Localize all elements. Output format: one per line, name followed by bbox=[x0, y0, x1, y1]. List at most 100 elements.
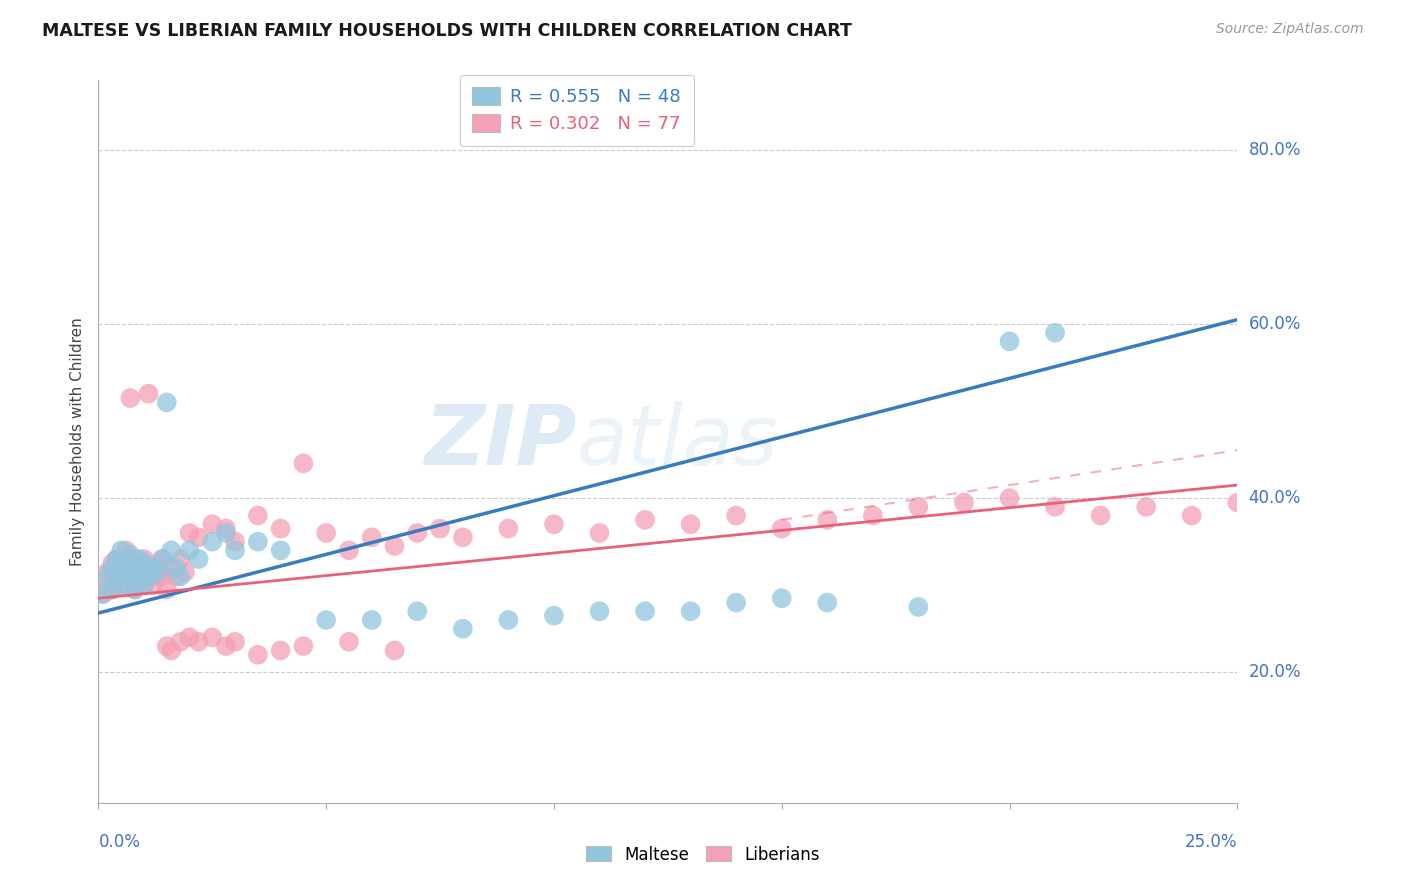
Point bbox=[770, 591, 793, 606]
Point bbox=[451, 530, 474, 544]
Point bbox=[543, 517, 565, 532]
Point bbox=[679, 517, 702, 532]
Point bbox=[120, 569, 142, 583]
Point bbox=[120, 548, 142, 562]
Point bbox=[1043, 326, 1066, 340]
Point bbox=[156, 582, 179, 597]
Point bbox=[179, 631, 201, 645]
Point bbox=[138, 565, 160, 579]
Point bbox=[187, 552, 209, 566]
Point bbox=[169, 634, 191, 648]
Point bbox=[91, 587, 114, 601]
Point bbox=[110, 578, 132, 592]
Text: 20.0%: 20.0% bbox=[1249, 664, 1301, 681]
Point bbox=[128, 552, 150, 566]
Text: 80.0%: 80.0% bbox=[1249, 141, 1301, 159]
Text: 25.0%: 25.0% bbox=[1185, 833, 1237, 851]
Point bbox=[138, 569, 160, 583]
Point bbox=[862, 508, 884, 523]
Point bbox=[150, 552, 173, 566]
Point bbox=[160, 643, 183, 657]
Point bbox=[360, 530, 382, 544]
Legend: Maltese, Liberians: Maltese, Liberians bbox=[579, 839, 827, 871]
Point bbox=[315, 613, 337, 627]
Point bbox=[169, 552, 191, 566]
Point bbox=[998, 491, 1021, 505]
Point bbox=[815, 513, 838, 527]
Point bbox=[315, 525, 337, 540]
Point bbox=[770, 522, 793, 536]
Point bbox=[124, 574, 146, 588]
Point bbox=[101, 557, 124, 571]
Point bbox=[270, 522, 292, 536]
Point bbox=[128, 565, 150, 579]
Point bbox=[132, 557, 155, 571]
Point bbox=[201, 517, 224, 532]
Point bbox=[105, 552, 128, 566]
Point bbox=[150, 552, 173, 566]
Point bbox=[96, 569, 118, 583]
Point bbox=[187, 634, 209, 648]
Point bbox=[384, 539, 406, 553]
Point bbox=[337, 543, 360, 558]
Point bbox=[634, 513, 657, 527]
Point bbox=[165, 569, 187, 583]
Point bbox=[224, 543, 246, 558]
Point bbox=[187, 530, 209, 544]
Point bbox=[120, 561, 142, 575]
Point bbox=[725, 596, 748, 610]
Point bbox=[96, 578, 118, 592]
Legend: R = 0.555   N = 48, R = 0.302   N = 77: R = 0.555 N = 48, R = 0.302 N = 77 bbox=[460, 75, 693, 146]
Point bbox=[588, 604, 610, 618]
Text: Source: ZipAtlas.com: Source: ZipAtlas.com bbox=[1216, 22, 1364, 37]
Point bbox=[114, 543, 136, 558]
Point bbox=[246, 534, 269, 549]
Point bbox=[543, 608, 565, 623]
Point bbox=[132, 552, 155, 566]
Point bbox=[270, 543, 292, 558]
Text: MALTESE VS LIBERIAN FAMILY HOUSEHOLDS WITH CHILDREN CORRELATION CHART: MALTESE VS LIBERIAN FAMILY HOUSEHOLDS WI… bbox=[42, 22, 852, 40]
Point bbox=[120, 391, 142, 405]
Text: 0.0%: 0.0% bbox=[98, 833, 141, 851]
Point bbox=[138, 386, 160, 401]
Point bbox=[169, 569, 191, 583]
Point bbox=[815, 596, 838, 610]
Point bbox=[429, 522, 451, 536]
Text: 40.0%: 40.0% bbox=[1249, 489, 1301, 508]
Point bbox=[101, 582, 124, 597]
Point bbox=[105, 552, 128, 566]
Point bbox=[160, 561, 183, 575]
Point bbox=[406, 525, 429, 540]
Point bbox=[224, 634, 246, 648]
Point bbox=[156, 639, 179, 653]
Point bbox=[588, 525, 610, 540]
Point bbox=[246, 508, 269, 523]
Point bbox=[360, 613, 382, 627]
Point bbox=[160, 543, 183, 558]
Point bbox=[679, 604, 702, 618]
Point bbox=[174, 565, 197, 579]
Point bbox=[142, 578, 165, 592]
Point bbox=[201, 631, 224, 645]
Point bbox=[1226, 495, 1249, 509]
Point bbox=[114, 578, 136, 592]
Point bbox=[150, 569, 173, 583]
Point bbox=[725, 508, 748, 523]
Point bbox=[132, 578, 155, 592]
Point bbox=[101, 582, 124, 597]
Point bbox=[215, 522, 238, 536]
Point bbox=[998, 334, 1021, 349]
Point bbox=[246, 648, 269, 662]
Point bbox=[953, 495, 976, 509]
Point bbox=[142, 569, 165, 583]
Text: atlas: atlas bbox=[576, 401, 779, 482]
Point bbox=[105, 569, 128, 583]
Point bbox=[96, 565, 118, 579]
Point bbox=[1135, 500, 1157, 514]
Point bbox=[292, 639, 315, 653]
Point bbox=[146, 565, 169, 579]
Point bbox=[110, 543, 132, 558]
Point bbox=[406, 604, 429, 618]
Point bbox=[128, 561, 150, 575]
Point bbox=[1090, 508, 1112, 523]
